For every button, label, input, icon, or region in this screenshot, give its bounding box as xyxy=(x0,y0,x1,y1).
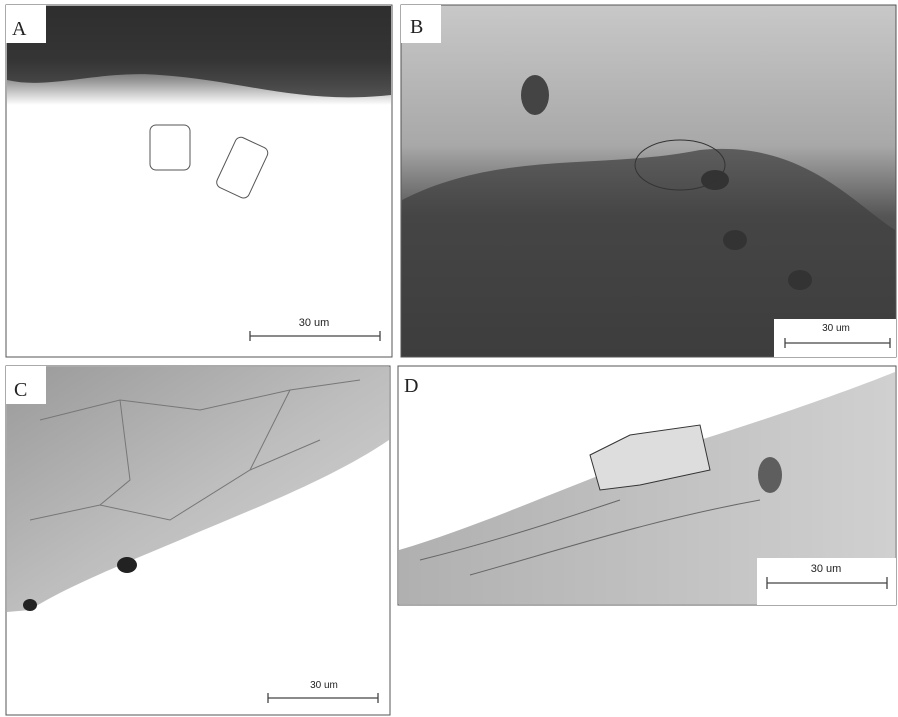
nucleus xyxy=(723,230,747,250)
nucleus xyxy=(117,557,137,573)
panel-label: A xyxy=(12,18,27,40)
scale-bar-label: 30 um xyxy=(811,563,842,575)
panel-b: B 30 um xyxy=(401,5,896,357)
panel-label: B xyxy=(410,16,423,38)
scale-bar-label: 30 um xyxy=(822,323,850,334)
nucleus xyxy=(788,270,812,290)
panel-d: D 30 um xyxy=(398,366,896,605)
scale-bar-label: 30 um xyxy=(299,317,330,329)
panel-label: D xyxy=(404,375,418,397)
nucleus xyxy=(758,457,782,493)
scale-bar-label: 30 um xyxy=(310,680,338,691)
nucleus xyxy=(23,599,37,611)
figure: A 30 um B 30 um C 30 um xyxy=(0,0,898,717)
nucleus xyxy=(701,170,729,190)
nucleus xyxy=(521,75,549,115)
panel-a: A 30 um xyxy=(6,5,392,357)
panel-c: C 30 um xyxy=(6,366,390,715)
panel-label: C xyxy=(14,379,27,401)
